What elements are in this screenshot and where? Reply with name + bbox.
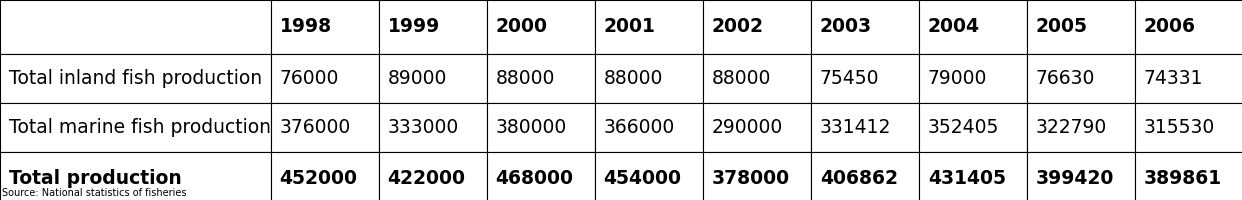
Bar [0,152,271,200]
Bar [1135,54,1242,103]
Bar [595,54,703,103]
Text: 452000: 452000 [279,170,358,188]
Text: 88000: 88000 [712,69,771,88]
Text: 2004: 2004 [928,18,980,36]
Text: 2006: 2006 [1144,18,1196,36]
Text: 333000: 333000 [388,118,458,137]
Text: 315530: 315530 [1144,118,1215,137]
Text: 75450: 75450 [820,69,879,88]
Bar [919,152,1027,200]
Text: 2003: 2003 [820,18,872,36]
Text: 1999: 1999 [388,18,440,36]
Text: 422000: 422000 [388,170,466,188]
Bar [0,0,271,54]
Text: 89000: 89000 [388,69,447,88]
Text: 352405: 352405 [928,118,999,137]
Text: 290000: 290000 [712,118,782,137]
Text: 389861: 389861 [1144,170,1222,188]
Bar [811,152,919,200]
Text: 322790: 322790 [1036,118,1107,137]
Bar [487,152,595,200]
Text: 468000: 468000 [496,170,574,188]
Bar [811,0,919,54]
Bar [703,152,811,200]
Bar [703,54,811,103]
Bar [1027,103,1135,152]
Text: 2001: 2001 [604,18,656,36]
Text: 76000: 76000 [279,69,339,88]
Bar [1027,54,1135,103]
Text: 366000: 366000 [604,118,674,137]
Text: 406862: 406862 [820,170,898,188]
Bar [703,0,811,54]
Bar [487,103,595,152]
Bar [1135,152,1242,200]
Bar [379,54,487,103]
Bar [487,54,595,103]
Text: 2002: 2002 [712,18,764,36]
Bar [1027,0,1135,54]
Text: 1998: 1998 [279,18,332,36]
Text: 454000: 454000 [604,170,682,188]
Bar [595,0,703,54]
Text: Total marine fish production: Total marine fish production [9,118,271,137]
Text: Total production: Total production [9,170,181,188]
Text: 2000: 2000 [496,18,548,36]
Text: 79000: 79000 [928,69,987,88]
Text: 378000: 378000 [712,170,790,188]
Bar [0,103,271,152]
Text: 88000: 88000 [604,69,663,88]
Bar [379,152,487,200]
Bar [271,54,379,103]
Bar [271,0,379,54]
Bar [271,103,379,152]
Bar [1135,0,1242,54]
Text: 74331: 74331 [1144,69,1203,88]
Text: 431405: 431405 [928,170,1006,188]
Bar [595,152,703,200]
Bar [811,54,919,103]
Bar [0,54,271,103]
Text: 88000: 88000 [496,69,555,88]
Text: 331412: 331412 [820,118,891,137]
Bar [1027,152,1135,200]
Bar [487,0,595,54]
Bar [919,0,1027,54]
Bar [1135,103,1242,152]
Bar [271,152,379,200]
Bar [703,103,811,152]
Bar [379,103,487,152]
Text: Source: National statistics of fisheries: Source: National statistics of fisheries [2,188,188,198]
Text: 76630: 76630 [1036,69,1095,88]
Bar [595,103,703,152]
Bar [919,54,1027,103]
Text: 399420: 399420 [1036,170,1114,188]
Text: 2005: 2005 [1036,18,1088,36]
Bar [379,0,487,54]
Bar [919,103,1027,152]
Text: Total inland fish production: Total inland fish production [9,69,262,88]
Text: 376000: 376000 [279,118,350,137]
Bar [811,103,919,152]
Text: 380000: 380000 [496,118,566,137]
